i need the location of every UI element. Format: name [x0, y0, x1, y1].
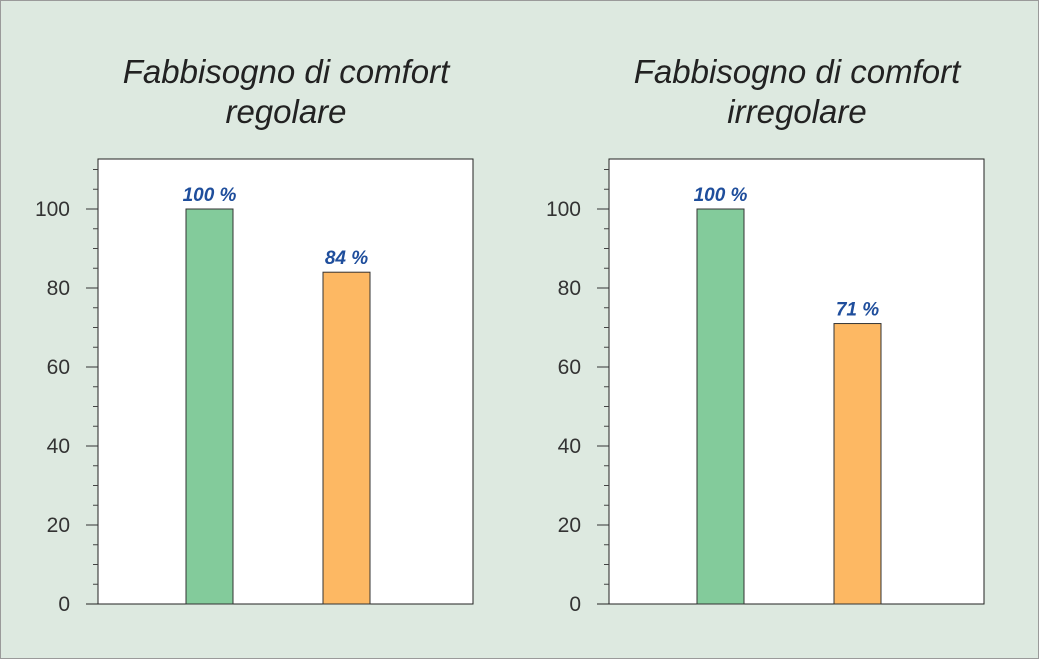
y-tick-label-regular: 80: [47, 277, 70, 300]
chart-title-irregular-line-2: irregolare: [727, 93, 867, 130]
chart-title-regular: Fabbisogno di comfort regolare: [76, 52, 496, 132]
y-tick-label-regular: 60: [47, 356, 70, 379]
y-tick-label-irregular: 0: [569, 593, 581, 616]
data-label-regular-2: 84 %: [325, 248, 368, 269]
y-tick-label-regular: 20: [47, 514, 70, 537]
data-label-irregular-1: 100 %: [694, 185, 748, 206]
chart-title-regular-line-2: regolare: [225, 93, 347, 130]
y-tick-label-regular: 40: [47, 435, 70, 458]
y-tick-label-irregular: 100: [546, 198, 581, 221]
data-label-regular-1: 100 %: [183, 185, 237, 206]
chart-title-regular-line-1: Fabbisogno di comfort: [122, 53, 450, 90]
plot-area-irregular: [608, 158, 985, 605]
chart-title-irregular: Fabbisogno di comfort irregolare: [587, 52, 1007, 132]
y-tick-label-irregular: 20: [558, 514, 581, 537]
plot-area-regular: [97, 158, 474, 605]
y-tick-label-regular: 100: [35, 198, 70, 221]
y-tick-label-regular: 0: [58, 593, 70, 616]
bar-irregular-1: [696, 208, 745, 605]
chart-title-irregular-line-1: Fabbisogno di comfort: [633, 53, 961, 90]
y-tick-label-irregular: 60: [558, 356, 581, 379]
bar-regular-2: [322, 271, 371, 605]
y-tick-label-irregular: 40: [558, 435, 581, 458]
data-label-irregular-2: 71 %: [836, 300, 879, 321]
bar-regular-1: [185, 208, 234, 605]
y-tick-label-irregular: 80: [558, 277, 581, 300]
bar-irregular-2: [833, 323, 882, 605]
